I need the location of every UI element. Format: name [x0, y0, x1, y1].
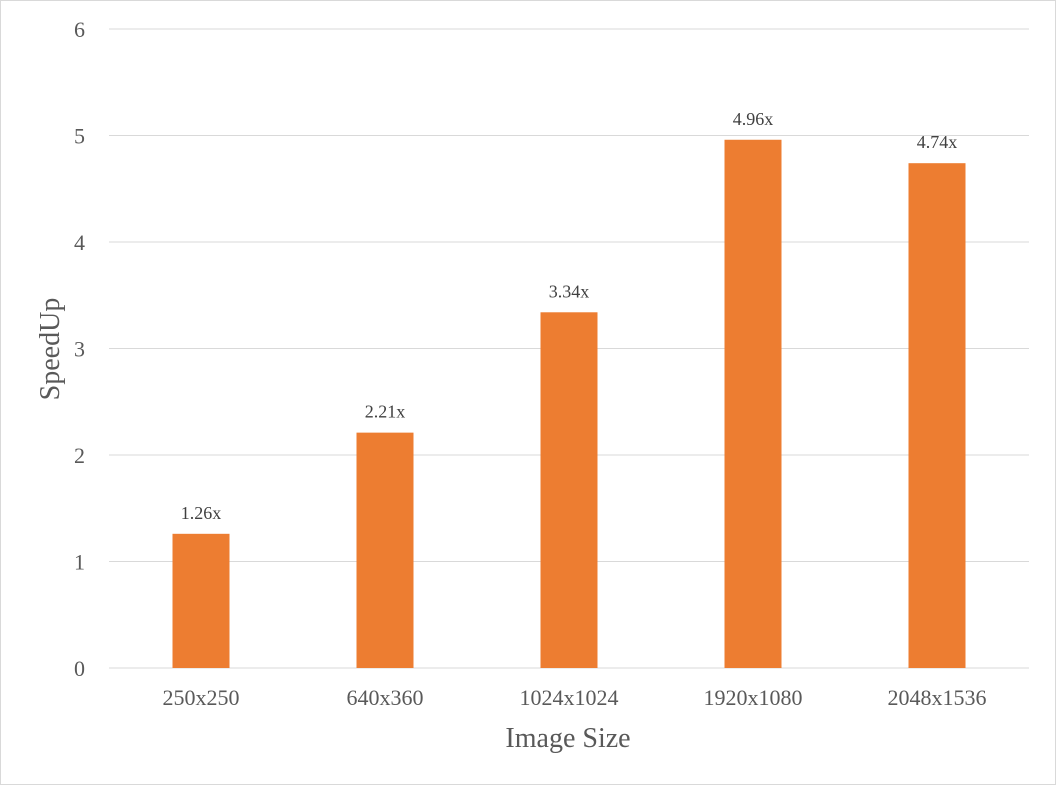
data-label: 4.96x: [733, 109, 774, 129]
x-tick-label: 1920x1080: [704, 685, 803, 710]
x-axis-title: Image Size: [505, 723, 630, 754]
y-tick-label: 1: [74, 550, 85, 575]
y-tick-label: 0: [74, 656, 85, 681]
bar-1920x1080: [724, 139, 782, 668]
data-labels: 1.26x 2.21x 3.34x 4.96x 4.74x: [181, 109, 958, 523]
y-tick-label: 2: [74, 443, 85, 468]
y-axis-ticks: 0 1 2 3 4 5 6: [74, 17, 85, 681]
bar-2048x1536: [908, 163, 966, 668]
x-tick-label: 1024x1024: [520, 685, 619, 710]
bar-640x360: [356, 432, 414, 668]
data-label: 3.34x: [549, 281, 590, 301]
y-tick-label: 3: [74, 337, 85, 362]
y-tick-label: 6: [74, 17, 85, 42]
y-tick-label: 4: [74, 230, 85, 255]
y-tick-label: 5: [74, 124, 85, 149]
bar-250x250: [172, 533, 230, 668]
x-axis-ticks: 250x250 640x360 1024x1024 1920x1080 2048x153…: [163, 685, 987, 710]
data-label: 2.21x: [365, 402, 406, 422]
bars: [172, 139, 966, 668]
x-tick-label: 250x250: [163, 685, 240, 710]
data-label: 4.74x: [917, 132, 958, 152]
x-tick-label: 640x360: [347, 685, 424, 710]
data-label: 1.26x: [181, 503, 222, 523]
bar-1024x1024: [540, 312, 598, 668]
x-tick-label: 2048x1536: [888, 685, 987, 710]
y-axis-title: SpeedUp: [35, 298, 66, 401]
